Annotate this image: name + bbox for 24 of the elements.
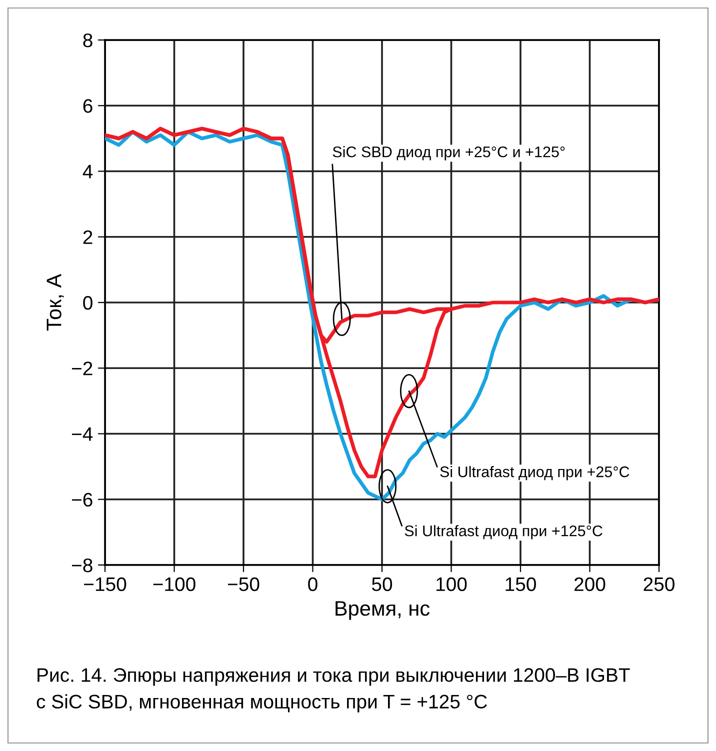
x-tick-label: 100 [436, 577, 467, 592]
x-tick-label: −50 [228, 577, 260, 592]
x-tick-label: 0 [308, 577, 318, 592]
x-tick-label: 250 [644, 577, 674, 592]
y-axis-title: Ток, А [46, 274, 64, 331]
x-tick-label: 200 [574, 577, 606, 592]
y-tick-label: 0 [83, 296, 92, 310]
x-tick-label: −100 [153, 577, 196, 592]
annotation: Si Ultrafast диод при +125°C [404, 525, 602, 540]
x-tick-label: −150 [84, 577, 126, 592]
y-tick-label: 4 [82, 164, 93, 178]
annotation: SiC SBD диод при +25°C и +125° [332, 146, 565, 160]
annotation: Si Ultrafast диод при +25°C [440, 466, 630, 480]
y-tick-label: 8 [83, 33, 92, 48]
y-tick-label: −2 [72, 362, 92, 376]
y-tick-label: −8 [72, 558, 92, 572]
x-axis-title: Время, нс [336, 601, 430, 620]
y-tick-label: 2 [83, 230, 92, 244]
y-tick-label: −6 [72, 492, 92, 507]
text: Рис. 14. Эпюры напряжения и тока при выключении 1200–В IGBT с SiC SBD, мгновенная мощность при T = +125 °C [36, 668, 630, 712]
y-tick-label: −4 [72, 427, 93, 441]
y-tick-label: 6 [83, 99, 92, 113]
x-tick-label: 50 [372, 577, 392, 592]
x-tick-label: 150 [506, 577, 536, 592]
